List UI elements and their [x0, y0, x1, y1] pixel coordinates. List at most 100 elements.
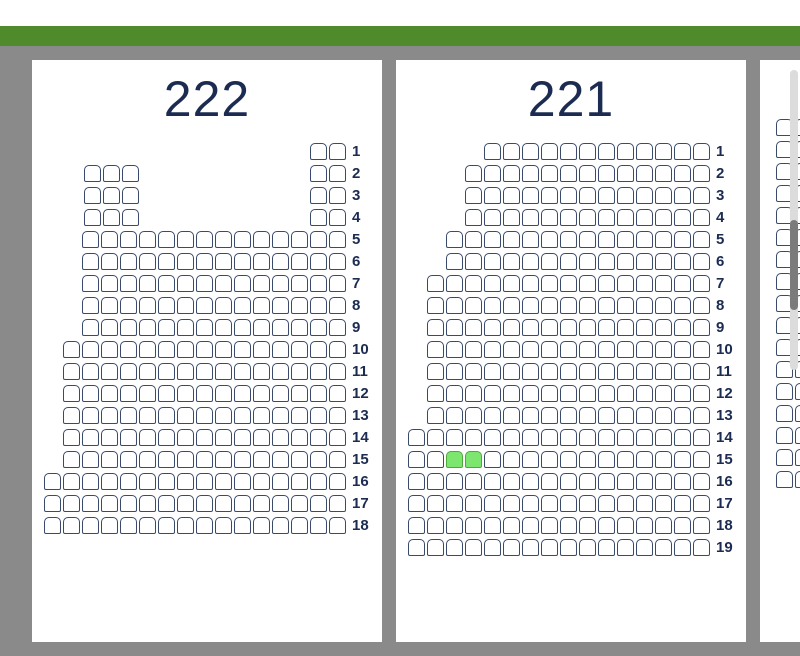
seat[interactable] — [215, 451, 232, 468]
seat[interactable] — [693, 319, 710, 336]
seat[interactable] — [484, 495, 501, 512]
seat[interactable] — [693, 495, 710, 512]
seat[interactable] — [234, 429, 251, 446]
seat[interactable] — [560, 275, 577, 292]
seat[interactable] — [636, 319, 653, 336]
seat[interactable] — [560, 231, 577, 248]
seat[interactable] — [253, 275, 270, 292]
seat[interactable] — [693, 187, 710, 204]
seat[interactable] — [598, 429, 615, 446]
seat[interactable] — [446, 341, 463, 358]
seat[interactable] — [215, 319, 232, 336]
seat[interactable] — [465, 407, 482, 424]
seat[interactable] — [503, 407, 520, 424]
seat[interactable] — [253, 451, 270, 468]
seat[interactable] — [655, 451, 672, 468]
seat[interactable] — [82, 253, 99, 270]
seat[interactable] — [541, 495, 558, 512]
seat[interactable] — [617, 341, 634, 358]
seat[interactable] — [560, 319, 577, 336]
seat[interactable] — [82, 297, 99, 314]
seat[interactable] — [541, 407, 558, 424]
seat[interactable] — [636, 231, 653, 248]
seat[interactable] — [522, 495, 539, 512]
seat[interactable] — [503, 495, 520, 512]
seat[interactable] — [158, 341, 175, 358]
seat[interactable] — [120, 473, 137, 490]
seat[interactable] — [329, 187, 346, 204]
seat[interactable] — [560, 495, 577, 512]
seat[interactable] — [427, 473, 444, 490]
seat[interactable] — [215, 429, 232, 446]
seat[interactable] — [484, 209, 501, 226]
seat[interactable] — [503, 253, 520, 270]
seat[interactable] — [446, 231, 463, 248]
seat[interactable] — [310, 165, 327, 182]
seat[interactable] — [272, 451, 289, 468]
seat[interactable] — [215, 231, 232, 248]
seat[interactable] — [503, 429, 520, 446]
seat[interactable] — [310, 385, 327, 402]
seat[interactable] — [310, 275, 327, 292]
seat[interactable] — [579, 319, 596, 336]
seat[interactable] — [310, 407, 327, 424]
seat[interactable] — [636, 363, 653, 380]
seat[interactable] — [693, 385, 710, 402]
seat[interactable] — [82, 385, 99, 402]
seat[interactable] — [636, 297, 653, 314]
seat[interactable] — [272, 429, 289, 446]
seat[interactable] — [291, 429, 308, 446]
seat[interactable] — [655, 297, 672, 314]
seat[interactable] — [196, 297, 213, 314]
seat[interactable] — [446, 275, 463, 292]
seat[interactable] — [234, 319, 251, 336]
seat[interactable] — [598, 341, 615, 358]
seat[interactable] — [329, 385, 346, 402]
seat[interactable] — [484, 297, 501, 314]
seat[interactable] — [408, 451, 425, 468]
seat[interactable] — [674, 143, 691, 160]
seat[interactable] — [310, 451, 327, 468]
seat[interactable] — [522, 451, 539, 468]
seat[interactable] — [329, 275, 346, 292]
seat[interactable] — [177, 363, 194, 380]
seat[interactable] — [484, 407, 501, 424]
seat[interactable] — [598, 143, 615, 160]
seat[interactable] — [253, 363, 270, 380]
seat[interactable] — [139, 231, 156, 248]
seat[interactable] — [63, 407, 80, 424]
seat[interactable] — [84, 187, 101, 204]
seat[interactable] — [503, 539, 520, 556]
seat[interactable] — [522, 275, 539, 292]
seat[interactable] — [776, 405, 793, 422]
seat[interactable] — [253, 319, 270, 336]
seat[interactable] — [598, 253, 615, 270]
seat[interactable] — [291, 319, 308, 336]
seat[interactable] — [636, 517, 653, 534]
seat[interactable] — [617, 209, 634, 226]
seat[interactable] — [196, 473, 213, 490]
seat[interactable] — [329, 473, 346, 490]
seat[interactable] — [234, 385, 251, 402]
seat[interactable] — [617, 407, 634, 424]
seat[interactable] — [158, 253, 175, 270]
seat[interactable] — [579, 429, 596, 446]
seat[interactable] — [636, 385, 653, 402]
seat[interactable] — [579, 385, 596, 402]
seat[interactable] — [522, 429, 539, 446]
seat[interactable] — [560, 165, 577, 182]
seat[interactable] — [310, 209, 327, 226]
seat[interactable] — [655, 319, 672, 336]
seat[interactable] — [291, 495, 308, 512]
seat[interactable] — [122, 165, 139, 182]
seat[interactable] — [503, 363, 520, 380]
seat[interactable] — [139, 297, 156, 314]
seat[interactable] — [139, 429, 156, 446]
seat[interactable] — [177, 473, 194, 490]
seat[interactable] — [522, 341, 539, 358]
seat[interactable] — [579, 165, 596, 182]
seat[interactable] — [579, 253, 596, 270]
seat[interactable] — [560, 297, 577, 314]
seat[interactable] — [253, 429, 270, 446]
seat[interactable] — [310, 341, 327, 358]
